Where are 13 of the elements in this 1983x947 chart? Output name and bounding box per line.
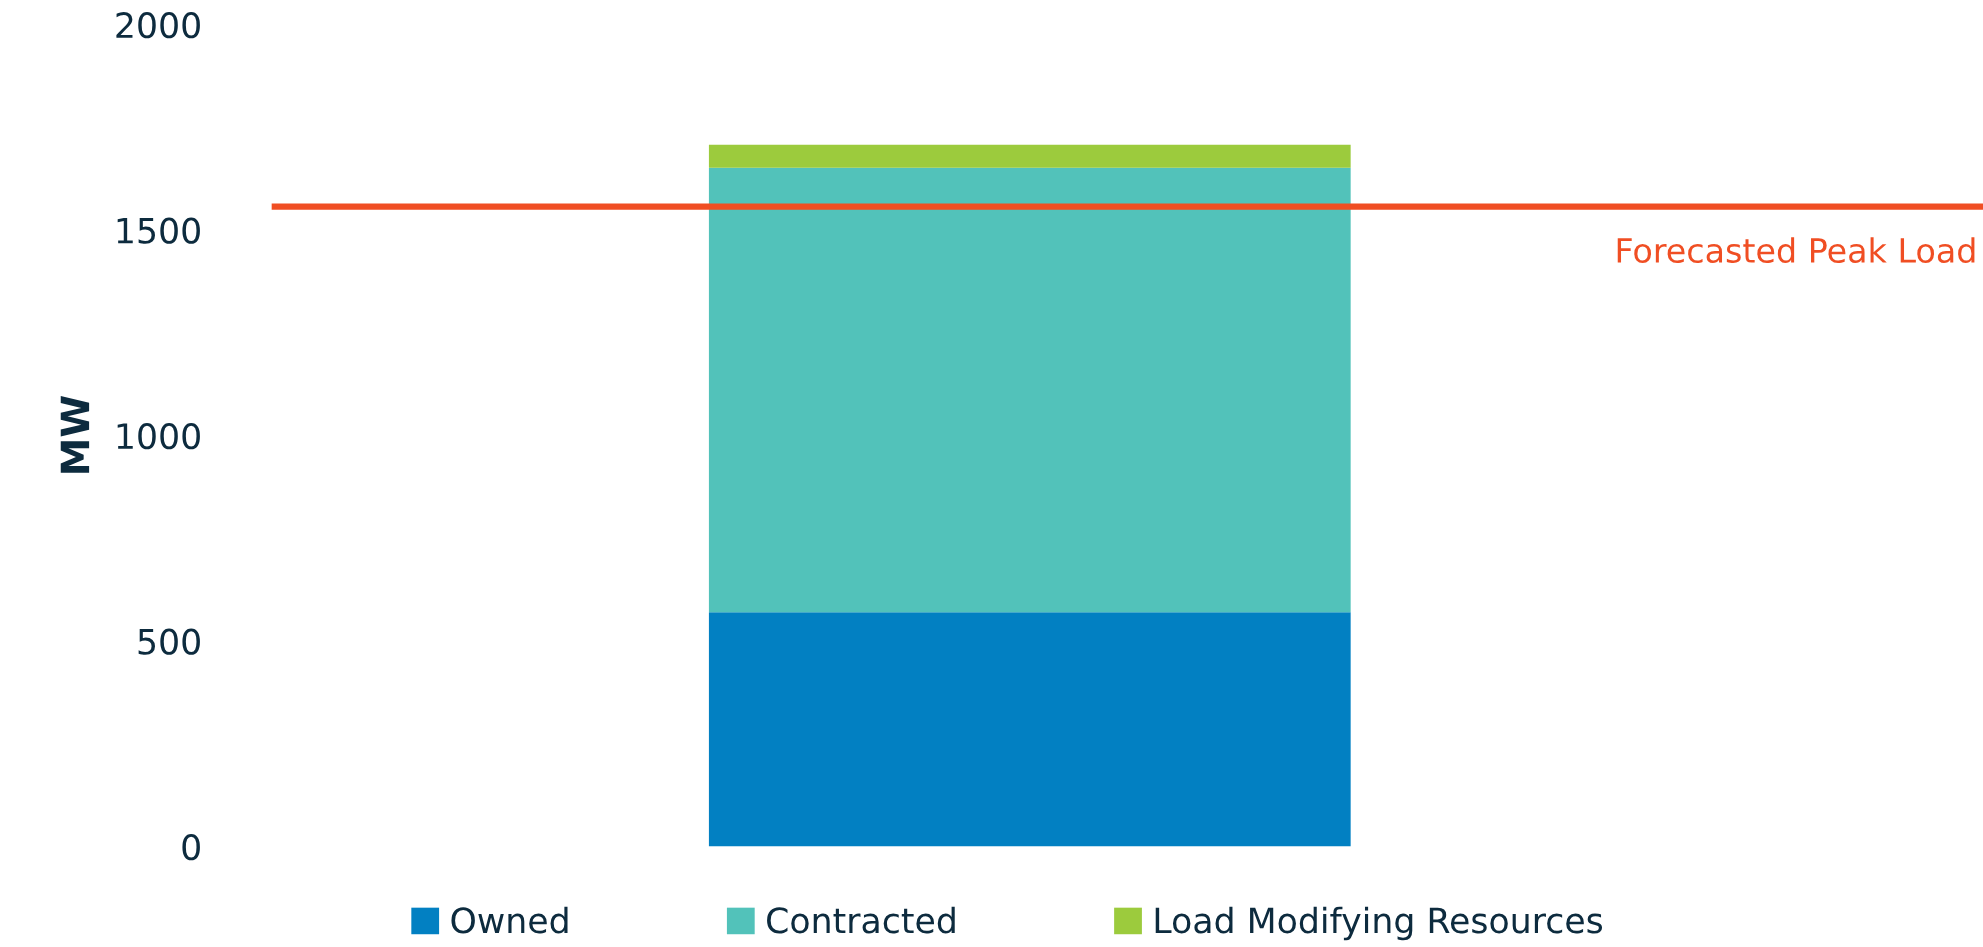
- y-tick-label: 2000: [116, 12, 200, 39]
- y-tick-label: 0: [182, 834, 200, 861]
- bar: [708, 167, 1351, 613]
- y-tick-label: 1500: [117, 217, 200, 244]
- ref-line-label: Forecasted Peak Load: [1617, 237, 1975, 264]
- y-tick-label: 1000: [117, 423, 200, 450]
- y-axis-title: MW: [60, 396, 90, 473]
- bar: [708, 612, 1351, 847]
- legend-label: Owned: [451, 906, 568, 934]
- legend-label: Contracted: [767, 906, 955, 934]
- y-tick-label: 500: [138, 628, 200, 655]
- legend-label: Load Modifying Resources: [1155, 906, 1603, 941]
- bar: [708, 144, 1351, 168]
